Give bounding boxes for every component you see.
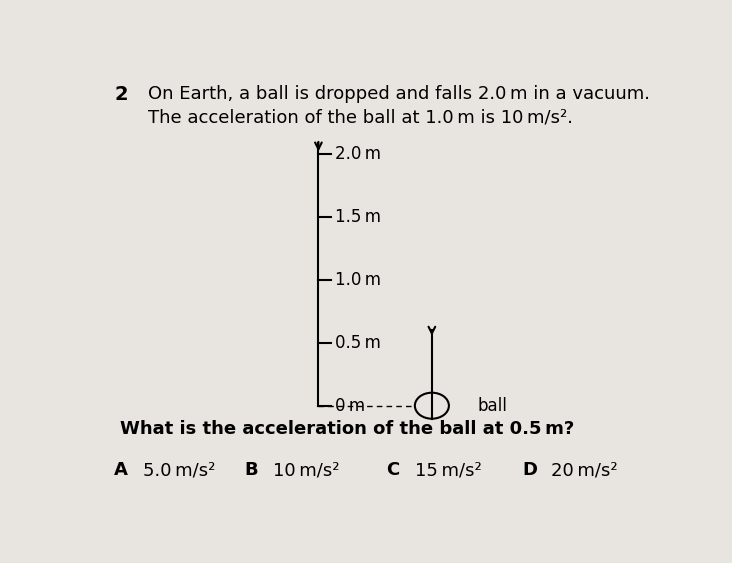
Text: 10 m/s²: 10 m/s²	[273, 462, 340, 480]
Text: 1.0 m: 1.0 m	[335, 271, 381, 289]
Text: D: D	[523, 462, 537, 480]
Text: 20 m/s²: 20 m/s²	[551, 462, 618, 480]
Text: ball: ball	[477, 397, 507, 415]
Text: 0.5 m: 0.5 m	[335, 334, 381, 352]
Text: 5.0 m/s²: 5.0 m/s²	[143, 462, 215, 480]
Text: 0 m: 0 m	[335, 397, 365, 415]
Text: 2.0 m: 2.0 m	[335, 145, 381, 163]
Text: C: C	[386, 462, 400, 480]
Text: The acceleration of the ball at 1.0 m is 10 m/s².: The acceleration of the ball at 1.0 m is…	[148, 109, 573, 127]
Text: 15 m/s²: 15 m/s²	[415, 462, 482, 480]
Text: A: A	[114, 462, 128, 480]
Text: On Earth, a ball is dropped and falls 2.0 m in a vacuum.: On Earth, a ball is dropped and falls 2.…	[148, 85, 650, 103]
Text: 2: 2	[114, 85, 128, 104]
Text: What is the acceleration of the ball at 0.5 m?: What is the acceleration of the ball at …	[120, 420, 574, 438]
Text: B: B	[244, 462, 258, 480]
Text: 1.5 m: 1.5 m	[335, 208, 381, 226]
